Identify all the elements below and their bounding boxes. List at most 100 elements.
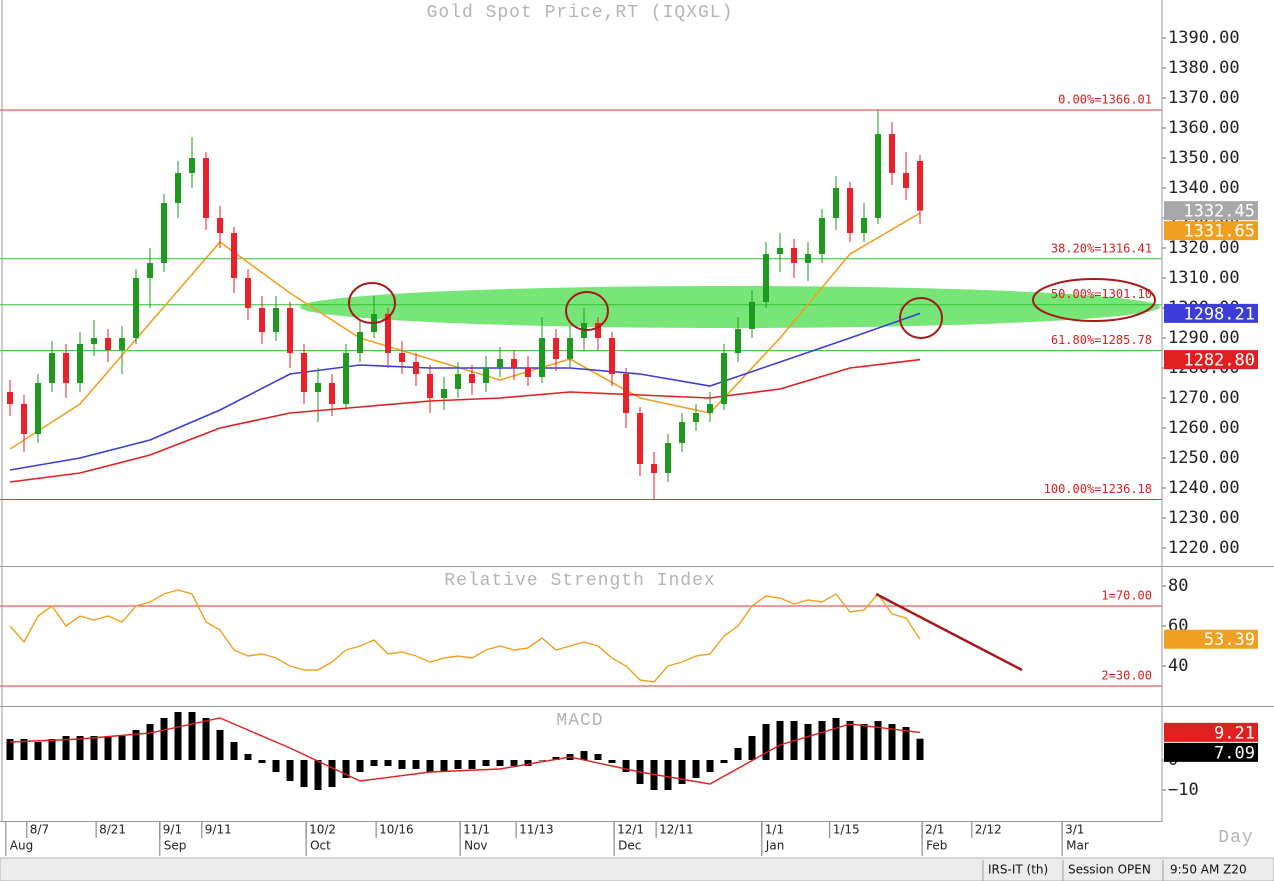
candle-body: [553, 337, 560, 359]
value-tag-label: 1332.45: [1183, 202, 1255, 222]
trend-arrow: [875, 592, 1023, 672]
month-label: Jan: [765, 839, 785, 853]
y-tick-label: 1310.00: [1168, 268, 1240, 288]
candle-body: [91, 337, 98, 344]
x-tick-label: 11/1: [463, 823, 490, 837]
macd-bar: [748, 735, 756, 760]
macd-bar: [608, 759, 616, 763]
macd-bar: [286, 759, 294, 781]
status-text: 9:50 AM Z20: [1170, 863, 1247, 877]
macd-bar: [426, 759, 434, 772]
value-tag: [1164, 303, 1258, 323]
macd-bar: [412, 759, 420, 769]
candle-body: [903, 173, 910, 189]
ma-line: [9, 212, 921, 450]
month-label: Nov: [464, 839, 487, 853]
value-tag-label: 1282.80: [1183, 351, 1255, 371]
annotation-circle: [899, 297, 943, 339]
candle-body: [455, 373, 462, 389]
candle-body: [861, 218, 868, 234]
candle-body: [133, 278, 140, 338]
candle-body: [623, 373, 630, 413]
candle-body: [105, 337, 112, 350]
y-tick-label: 1340.00: [1168, 178, 1240, 198]
macd-bar: [146, 723, 154, 760]
value-tag-label: 53.39: [1204, 630, 1255, 650]
x-tick-label: 1/1: [765, 823, 784, 837]
macd-bar: [874, 720, 882, 760]
candle-body: [819, 218, 826, 255]
candle-body: [721, 352, 728, 404]
value-tag: [1164, 221, 1258, 241]
month-label: Feb: [926, 839, 947, 853]
x-tick-label: 9/11: [205, 823, 232, 837]
panel-frames: [0, 0, 1274, 822]
macd-bar: [860, 723, 868, 760]
macd-bar: [496, 759, 504, 766]
macd-bar: [580, 750, 588, 760]
x-tick-label: 12/1: [617, 823, 644, 837]
macd-bar: [76, 735, 84, 760]
candle-body: [511, 358, 518, 368]
macd-bar: [594, 753, 602, 760]
level-label: 38.20%=1316.41: [1051, 241, 1152, 255]
y-tick-label: 1260.00: [1168, 418, 1240, 438]
level-label: 0.00%=1366.01: [1058, 92, 1152, 106]
candle-body: [203, 158, 210, 219]
candle-body: [651, 463, 658, 473]
candle-body: [315, 382, 322, 392]
x-tick-label: 9/1: [163, 823, 182, 837]
macd-bar: [678, 759, 686, 784]
x-tick-label: 8/21: [99, 823, 126, 837]
candle-body: [147, 263, 154, 279]
y-tick-label: 1320.00: [1168, 238, 1240, 258]
candle-body: [525, 367, 532, 377]
macd-bar: [300, 759, 308, 787]
candle-body: [175, 173, 182, 204]
candle-body: [259, 307, 266, 332]
value-tag-label: 9.21: [1214, 723, 1255, 743]
highlight-zone: [300, 286, 1160, 328]
y-tick-label: 1220.00: [1168, 538, 1240, 558]
panel-title: MACD: [556, 711, 603, 731]
candle-body: [763, 254, 770, 302]
value-tag: [1164, 350, 1258, 370]
macd-bar: [384, 759, 392, 766]
y-tick-label: 1230.00: [1168, 508, 1240, 528]
y-tick-label: −10: [1168, 780, 1199, 800]
candle-body: [637, 412, 644, 464]
macd-bar: [552, 756, 560, 760]
x-tick-label: 12/11: [659, 823, 694, 837]
candle-body: [63, 352, 70, 383]
candle-body: [161, 203, 168, 264]
x-tick-label: 3/1: [1065, 823, 1084, 837]
y-tick-label: 1240.00: [1168, 478, 1240, 498]
macd-bar: [342, 759, 350, 778]
macd-bar: [524, 759, 532, 766]
ma-line: [9, 312, 921, 471]
x-tick-label: 11/13: [519, 823, 554, 837]
value-tag: [1164, 629, 1258, 649]
macd-bar: [398, 759, 406, 769]
x-tick-label: 8/7: [30, 823, 49, 837]
candle-body: [77, 343, 84, 383]
candle-body: [441, 388, 448, 398]
macd-bar: [454, 759, 462, 769]
annotation-circle: [348, 282, 396, 324]
candle-body: [469, 373, 476, 383]
macd-bar: [734, 747, 742, 760]
rsi-line: [9, 589, 921, 683]
candle-body: [917, 161, 924, 211]
value-tag-label: 1298.21: [1183, 304, 1255, 324]
macd-bar: [90, 735, 98, 760]
month-label: Dec: [618, 839, 641, 853]
macd-bar: [230, 741, 238, 760]
candle-body: [665, 442, 672, 473]
candle-body: [791, 248, 798, 264]
macd-bar: [916, 738, 924, 760]
macd-bar: [34, 741, 42, 760]
candle-body: [567, 337, 574, 359]
signal-line: [9, 717, 921, 785]
candle-body: [245, 278, 252, 308]
